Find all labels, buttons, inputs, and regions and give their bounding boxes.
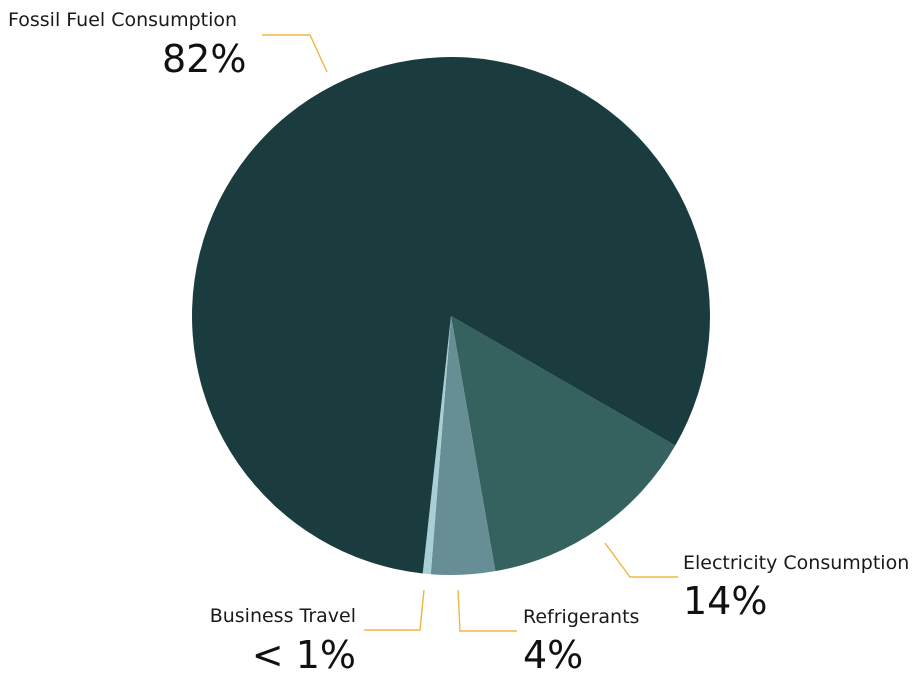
value-electricity: 14% (683, 579, 767, 623)
label-business-travel: Business Travel (210, 605, 356, 627)
label-fossil-fuel: Fossil Fuel Consumption (8, 9, 237, 31)
pie-slice-electricity-consumption (451, 316, 676, 572)
label-electricity: Electricity Consumption (683, 552, 909, 574)
leader-line-fossil-fuel (262, 34, 328, 73)
pie-slice-fossil-fuel-consumption (192, 56, 711, 574)
pie-slices (192, 56, 711, 575)
slice-labels: Fossil Fuel Consumption 82% Electricity … (8, 9, 909, 673)
pie-slice-refrigerants (430, 316, 496, 575)
label-refrigerants: Refrigerants (523, 606, 639, 628)
value-refrigerants: 4% (523, 633, 583, 673)
value-fossil-fuel: 82% (162, 37, 246, 81)
value-business-travel: < 1% (252, 633, 356, 673)
leader-line-electricity (604, 542, 678, 578)
leader-lines (262, 34, 678, 632)
leader-line-refrigerants (457, 589, 517, 632)
pie-slice-business-travel (422, 316, 451, 575)
leader-line-business-travel (364, 589, 425, 631)
